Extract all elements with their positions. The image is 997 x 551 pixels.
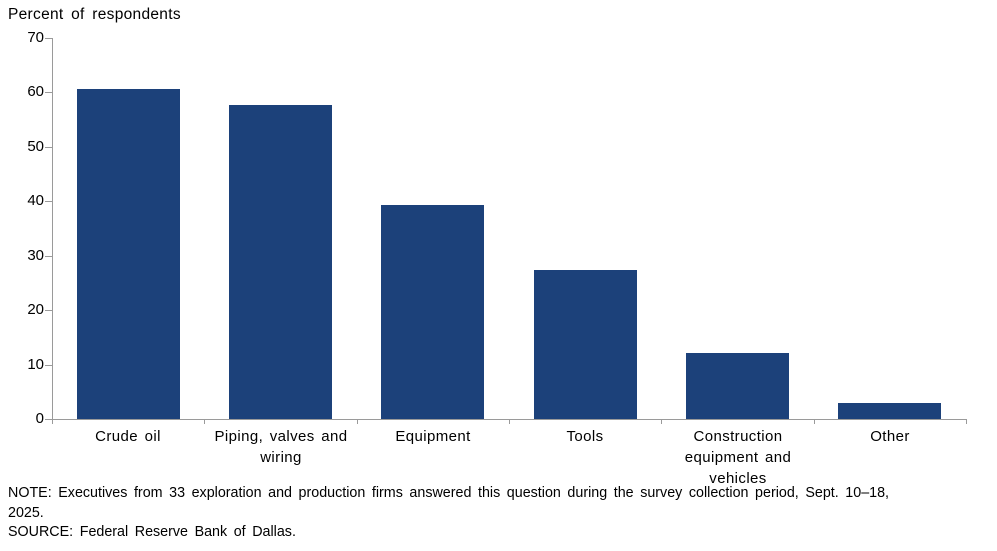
x-tick-1 bbox=[204, 419, 205, 424]
note-line-2: 2025. bbox=[8, 504, 44, 521]
x-tick-2 bbox=[357, 419, 358, 424]
x-axis-label-construction-equipment-and-vehicles: Construction equipment and vehicles bbox=[684, 428, 792, 487]
y-axis-label-70: 70 bbox=[27, 29, 44, 46]
bar-construction-equipment-and-vehicles bbox=[686, 353, 789, 419]
source-line: SOURCE: Federal Reserve Bank of Dallas. bbox=[8, 524, 296, 540]
footnote-block: NOTE: Executives from 33 exploration and… bbox=[8, 484, 993, 543]
x-axis-label-other: Other bbox=[870, 428, 910, 445]
y-axis-label-0: 0 bbox=[35, 410, 44, 427]
bar-other bbox=[838, 403, 941, 419]
y-tick-10 bbox=[45, 365, 52, 366]
x-tick-3 bbox=[509, 419, 510, 424]
bar-crude-oil bbox=[77, 89, 180, 419]
note-line-1: NOTE: Executives from 33 exploration and… bbox=[8, 485, 890, 501]
y-tick-60 bbox=[45, 92, 52, 93]
y-axis-label-10: 10 bbox=[27, 355, 44, 373]
x-axis-label-tools: Tools bbox=[566, 428, 604, 445]
x-tick-4 bbox=[661, 419, 662, 424]
y-axis-label-20: 20 bbox=[27, 301, 44, 319]
x-tick-5 bbox=[814, 419, 815, 424]
y-tick-70 bbox=[45, 38, 52, 39]
y-axis-label-50: 50 bbox=[27, 137, 44, 155]
bar-equipment bbox=[381, 205, 484, 419]
x-tick-0 bbox=[52, 419, 53, 424]
y-tick-30 bbox=[45, 256, 52, 257]
y-axis-label-60: 60 bbox=[27, 83, 44, 101]
y-tick-50 bbox=[45, 147, 52, 148]
y-axis-line bbox=[52, 38, 53, 420]
x-tick-6 bbox=[966, 419, 967, 424]
bar-tools bbox=[534, 270, 637, 419]
x-axis-label-equipment: Equipment bbox=[395, 428, 471, 445]
y-tick-40 bbox=[45, 201, 52, 202]
y-axis-label-30: 30 bbox=[27, 246, 44, 264]
y-axis-title: Percent of respondents bbox=[8, 6, 181, 23]
y-axis-label-40: 40 bbox=[27, 192, 44, 210]
x-axis-label-piping-valves-and-wiring: Piping, valves and wiring bbox=[214, 428, 348, 466]
bar-piping-valves-and-wiring bbox=[229, 105, 332, 419]
y-tick-20 bbox=[45, 310, 52, 311]
x-axis-label-crude-oil: Crude oil bbox=[95, 428, 161, 445]
y-tick-0 bbox=[45, 419, 52, 420]
